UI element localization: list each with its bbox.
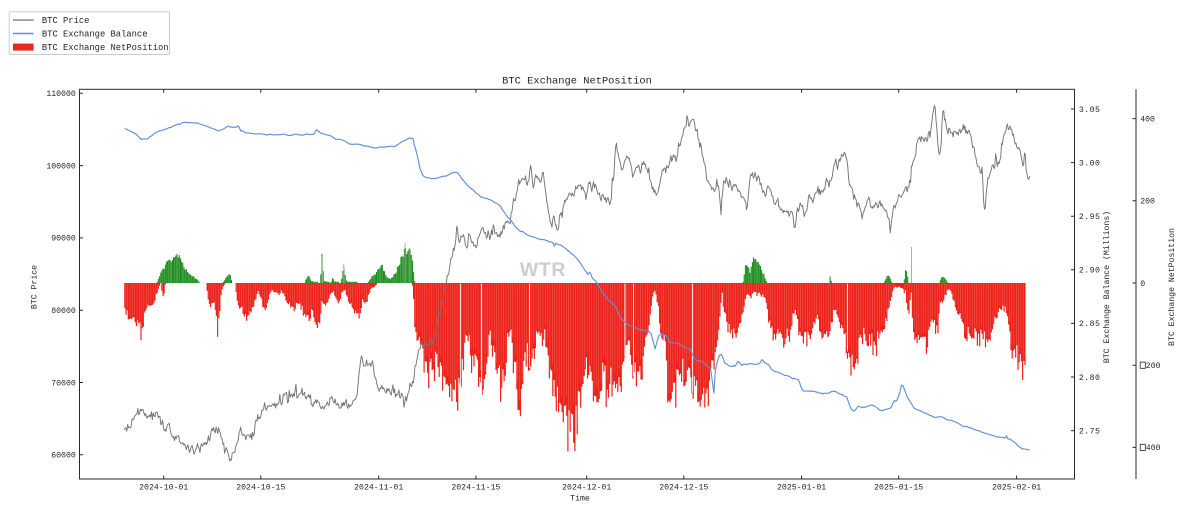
svg-text:Time: Time	[570, 494, 590, 504]
svg-text:200: 200	[1140, 198, 1155, 207]
svg-text:2024-12-15: 2024-12-15	[659, 484, 708, 493]
svg-text:110000: 110000	[46, 90, 76, 99]
svg-text:BTC Price: BTC Price	[30, 265, 40, 309]
svg-text:100000: 100000	[46, 162, 76, 171]
svg-text:2.90: 2.90	[1079, 267, 1100, 276]
svg-text:2.80: 2.80	[1079, 374, 1100, 383]
svg-text:70000: 70000	[51, 379, 76, 388]
svg-text:3.00: 3.00	[1079, 159, 1100, 168]
svg-text:2.95: 2.95	[1079, 213, 1100, 222]
svg-text:BTC Exchange Balance: BTC Exchange Balance	[42, 29, 148, 39]
svg-text:2025-01-15: 2025-01-15	[874, 484, 923, 493]
svg-text:2025-01-01: 2025-01-01	[777, 484, 826, 493]
svg-text:2024-11-15: 2024-11-15	[451, 484, 500, 493]
svg-text:2025-02-01: 2025-02-01	[992, 484, 1041, 493]
svg-text:2024-10-01: 2024-10-01	[139, 484, 188, 493]
svg-text:400: 400	[1146, 444, 1161, 453]
svg-text:200: 200	[1146, 362, 1161, 371]
svg-text:BTC Exchange NetPosition: BTC Exchange NetPosition	[1167, 228, 1177, 346]
svg-text:BTC Exchange NetPosition: BTC Exchange NetPosition	[502, 76, 652, 88]
svg-text:2.75: 2.75	[1079, 427, 1100, 436]
svg-text:80000: 80000	[51, 307, 76, 316]
svg-text:WTR: WTR	[520, 259, 566, 281]
svg-text:90000: 90000	[51, 235, 76, 244]
svg-text:400: 400	[1140, 115, 1155, 124]
svg-text:BTC Exchange NetPosition: BTC Exchange NetPosition	[42, 43, 169, 53]
svg-text:2024-11-01: 2024-11-01	[354, 484, 403, 493]
svg-text:2.85: 2.85	[1079, 320, 1100, 329]
svg-text:60000: 60000	[51, 452, 76, 461]
svg-text:2024-10-15: 2024-10-15	[236, 484, 285, 493]
svg-text:2024-12-01: 2024-12-01	[562, 484, 611, 493]
svg-text:3.05: 3.05	[1079, 106, 1100, 115]
svg-text:BTC Price: BTC Price	[42, 16, 90, 26]
svg-text:BTC Exchange Balance (Millions: BTC Exchange Balance (Millions)	[1102, 211, 1112, 363]
svg-text:0: 0	[1140, 280, 1145, 289]
